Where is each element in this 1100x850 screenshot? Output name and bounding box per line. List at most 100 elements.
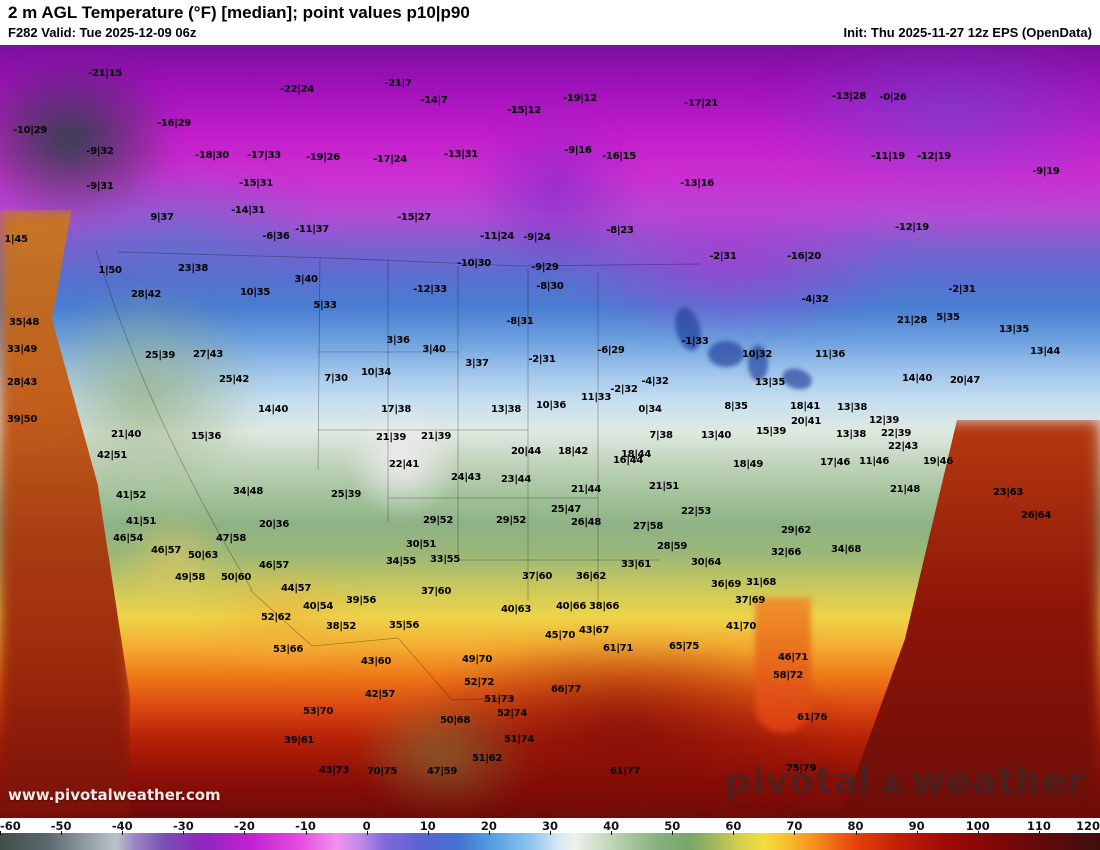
- point-value: -10|30: [457, 258, 491, 269]
- point-value: -9|31: [86, 181, 114, 192]
- point-value: -6|36: [262, 231, 290, 242]
- point-value: -16|20: [787, 251, 821, 262]
- point-value: 34|48: [233, 486, 263, 497]
- point-value: 22|39: [881, 428, 911, 439]
- colorbar-tick-label: 90: [908, 819, 925, 833]
- point-value: 51|74: [504, 734, 534, 745]
- point-value: 3|36: [386, 335, 410, 346]
- point-value: -18|30: [195, 150, 229, 161]
- colorbar-tick-label: 70: [786, 819, 803, 833]
- point-value: 15|39: [756, 426, 786, 437]
- point-value: -15|27: [397, 212, 431, 223]
- point-value: -13|16: [680, 178, 714, 189]
- colorbar-tick-label: 10: [419, 819, 436, 833]
- point-value: -6|29: [597, 345, 625, 356]
- point-value: 22|41: [389, 459, 419, 470]
- point-value: 38|52: [326, 621, 356, 632]
- point-value: 33|55: [430, 554, 460, 565]
- point-value: 66|77: [551, 684, 581, 695]
- colorbar-tick-mark: [183, 831, 185, 835]
- point-value: 50|63: [188, 550, 218, 561]
- point-value: 65|75: [669, 641, 699, 652]
- point-value: 51|73: [484, 694, 514, 705]
- colorbar-tick-mark: [733, 831, 735, 835]
- point-value: 45|70: [545, 630, 575, 641]
- point-value: 38|66: [589, 601, 619, 612]
- point-value: 70|75: [367, 766, 397, 777]
- point-value: 18|49: [733, 459, 763, 470]
- point-value: 23|44: [501, 474, 531, 485]
- colorbar-tick-mark: [1038, 831, 1040, 835]
- point-value: 28|59: [657, 541, 687, 552]
- point-value: 3|40: [294, 274, 318, 285]
- point-value: -21|7: [384, 78, 412, 89]
- point-value: -19|12: [563, 93, 597, 104]
- point-value: -12|33: [413, 284, 447, 295]
- lake-superior-shape: [708, 341, 744, 367]
- point-value: -1|33: [681, 336, 709, 347]
- point-value: 25|39: [331, 489, 361, 500]
- point-value: 47|58: [216, 533, 246, 544]
- point-value: -17|24: [373, 154, 407, 165]
- point-value: 53|66: [273, 644, 303, 655]
- map-meta-row: F282 Valid: Tue 2025-12-09 06z Init: Thu…: [8, 24, 1092, 42]
- point-value: 27|58: [633, 521, 663, 532]
- point-value: 21|39: [376, 432, 406, 443]
- colorbar-gradient: [0, 833, 1100, 850]
- point-value: 36|69: [711, 579, 741, 590]
- point-value: 29|52: [496, 515, 526, 526]
- point-value: 20|36: [259, 519, 289, 530]
- point-value: 37|60: [421, 586, 451, 597]
- point-value: -11|19: [871, 151, 905, 162]
- pivotal-logo-icon: [882, 771, 903, 792]
- point-value: 1|50: [98, 265, 122, 276]
- colorbar-tick-mark: [855, 831, 857, 835]
- colorbar-tick-label: 50: [664, 819, 681, 833]
- point-value: 51|62: [472, 753, 502, 764]
- point-value: 53|70: [303, 706, 333, 717]
- colorbar-tick-mark: [122, 831, 124, 835]
- point-value: 75|79: [786, 763, 816, 774]
- colorbar-tick-mark: [611, 831, 613, 835]
- point-value: -16|29: [157, 118, 191, 129]
- colorbar-tick-mark: [0, 831, 1, 835]
- point-value: -9|16: [564, 145, 592, 156]
- colorbar-tick-label: -50: [50, 819, 72, 833]
- colorbar-tick-mark: [977, 831, 979, 835]
- point-value: 17|38: [381, 404, 411, 415]
- point-value: 52|74: [497, 708, 527, 719]
- point-value: 32|66: [771, 547, 801, 558]
- point-value: -13|28: [832, 91, 866, 102]
- temperature-map: -21|15 -22|24 -21|7 -14|7 -15|12 -19|12 -17|21…: [0, 45, 1100, 818]
- point-value: 39|61: [284, 735, 314, 746]
- point-value: -9|19: [1032, 166, 1060, 177]
- colorbar-tick-label: 40: [603, 819, 620, 833]
- colorbar-tick-label: 80: [847, 819, 864, 833]
- point-value: 10|36: [536, 400, 566, 411]
- point-value: -19|26: [306, 152, 340, 163]
- colorbar-tick-label: 100: [965, 819, 990, 833]
- point-value: 14|40: [258, 404, 288, 415]
- point-value: -11|37: [295, 224, 329, 235]
- colorbar-tick-label: 60: [725, 819, 742, 833]
- point-value: 30|51: [406, 539, 436, 550]
- point-value: 10|34: [361, 367, 391, 378]
- point-value: 44|57: [281, 583, 311, 594]
- point-value: 11|36: [815, 349, 845, 360]
- colorbar-tick-mark: [305, 831, 307, 835]
- point-value: 39|56: [346, 595, 376, 606]
- point-value: 16|44: [613, 455, 643, 466]
- point-value: 5|35: [936, 312, 960, 323]
- point-value: 20|44: [511, 446, 541, 457]
- point-value: 27|43: [193, 349, 223, 360]
- point-value: 25|42: [219, 374, 249, 385]
- point-value: 0|34: [638, 404, 662, 415]
- point-value: 13|44: [1030, 346, 1060, 357]
- colorbar-tick-mark: [916, 831, 918, 835]
- point-value: 11|46: [859, 456, 889, 467]
- colorbar-tick-label: 30: [541, 819, 559, 833]
- point-value: 21|40: [111, 429, 141, 440]
- point-value: 12|39: [869, 415, 899, 426]
- point-value: 46|57: [259, 560, 289, 571]
- point-value: 23|38: [178, 263, 208, 274]
